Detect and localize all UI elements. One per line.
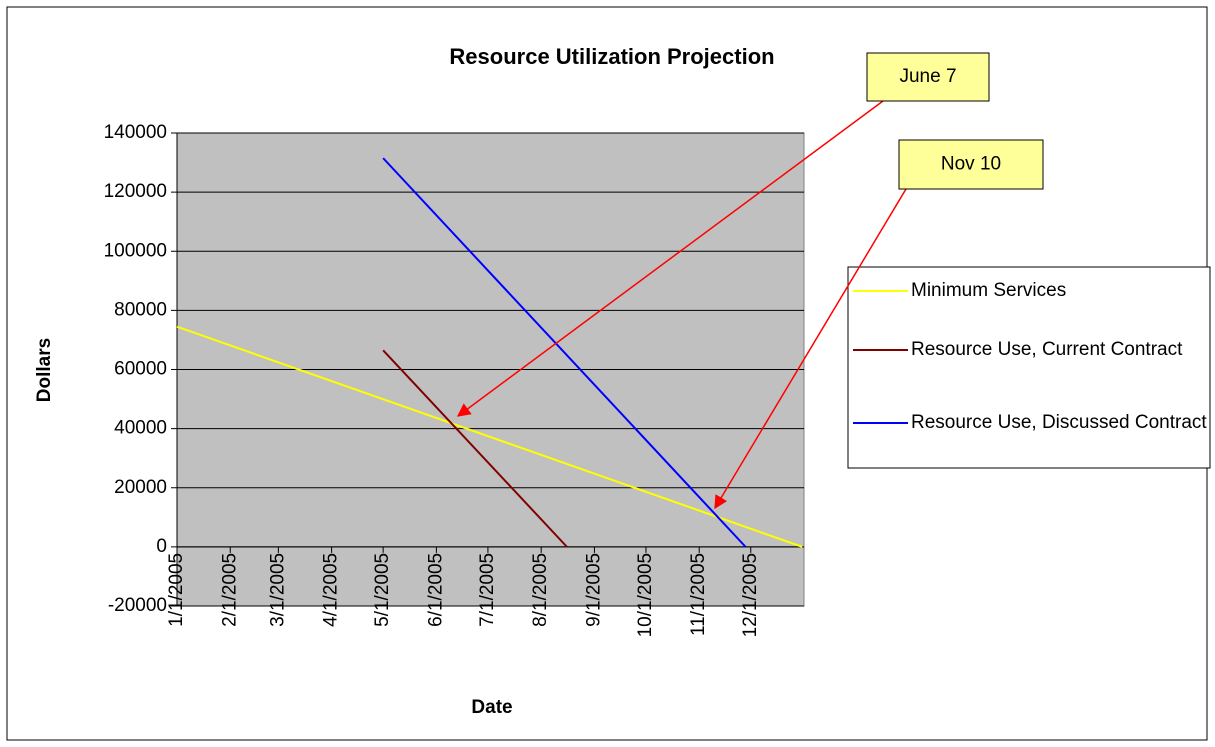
annotation-text: Nov 10 <box>941 154 1001 175</box>
x-tick-label: 8/1/2005 <box>530 553 551 627</box>
legend-label: Resource Use, Discussed Contract <box>911 412 1207 433</box>
annotation-box <box>898 139 1044 190</box>
x-tick-label: 7/1/2005 <box>477 553 498 627</box>
y-tick-label: 140000 <box>104 122 167 143</box>
legend-box <box>847 266 1211 469</box>
legend-label: Minimum Services <box>911 280 1067 301</box>
annotation-arrow <box>456 100 884 417</box>
series-line <box>176 325 803 548</box>
annotation-box <box>866 52 990 102</box>
x-tick-label: 3/1/2005 <box>267 553 288 627</box>
y-tick-label: 40000 <box>114 418 167 439</box>
y-tick-label: 120000 <box>104 181 167 202</box>
annotation-arrow <box>714 188 907 510</box>
x-tick-label: 10/1/2005 <box>635 553 656 638</box>
x-tick-label: 9/1/2005 <box>583 553 604 627</box>
y-tick-label: 0 <box>156 536 167 557</box>
x-tick-label: 4/1/2005 <box>321 553 342 627</box>
y-tick-label: 80000 <box>114 299 167 320</box>
y-tick-label: 60000 <box>114 359 167 380</box>
y-tick-label: -20000 <box>108 595 167 616</box>
x-axis-label: Date <box>471 697 512 718</box>
y-tick-label: 20000 <box>114 477 167 498</box>
y-tick-label: 100000 <box>104 240 167 261</box>
series-line <box>382 349 568 548</box>
annotation-text: June 7 <box>899 66 956 87</box>
y-axis-label: Dollars <box>34 338 55 402</box>
x-tick-label: 1/1/2005 <box>166 553 187 627</box>
x-tick-label: 5/1/2005 <box>372 553 393 627</box>
x-tick-label: 11/1/2005 <box>688 553 709 636</box>
x-tick-label: 2/1/2005 <box>219 553 240 627</box>
series-line <box>382 157 747 548</box>
x-tick-label: 6/1/2005 <box>425 553 446 627</box>
x-tick-label: 12/1/2005 <box>740 553 761 638</box>
chart-title: Resource Utilization Projection <box>449 44 774 69</box>
legend-label: Resource Use, Current Contract <box>911 339 1183 360</box>
